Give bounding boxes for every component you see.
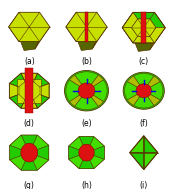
Polygon shape (17, 79, 41, 103)
Polygon shape (154, 12, 165, 28)
Polygon shape (10, 135, 49, 170)
Polygon shape (40, 84, 49, 98)
Polygon shape (70, 91, 86, 106)
Polygon shape (144, 82, 163, 100)
Polygon shape (10, 153, 29, 170)
Polygon shape (144, 76, 160, 91)
Polygon shape (65, 70, 108, 111)
Polygon shape (134, 74, 154, 91)
Polygon shape (125, 82, 144, 100)
Polygon shape (86, 153, 104, 169)
Polygon shape (9, 12, 22, 34)
Polygon shape (70, 75, 86, 91)
Polygon shape (150, 28, 165, 43)
Polygon shape (10, 145, 29, 160)
Polygon shape (144, 136, 158, 153)
Polygon shape (21, 100, 38, 108)
Text: (e): (e) (81, 119, 92, 128)
Polygon shape (132, 19, 156, 36)
Polygon shape (128, 91, 144, 105)
Polygon shape (133, 12, 154, 17)
Polygon shape (35, 27, 50, 49)
Polygon shape (123, 72, 164, 109)
Polygon shape (25, 68, 33, 113)
Polygon shape (86, 146, 104, 159)
Polygon shape (133, 36, 154, 43)
Polygon shape (66, 80, 86, 102)
Polygon shape (9, 73, 25, 87)
Text: (g): (g) (24, 181, 35, 189)
Polygon shape (79, 144, 94, 161)
Polygon shape (66, 27, 97, 50)
Polygon shape (133, 12, 154, 19)
Polygon shape (136, 84, 151, 98)
Polygon shape (69, 146, 86, 159)
Polygon shape (122, 12, 137, 35)
Polygon shape (134, 91, 154, 108)
Polygon shape (29, 145, 49, 160)
Text: (b): (b) (81, 57, 92, 66)
Polygon shape (122, 28, 138, 43)
Polygon shape (130, 136, 144, 153)
Polygon shape (79, 153, 94, 169)
Polygon shape (21, 73, 38, 82)
Polygon shape (86, 75, 103, 91)
Polygon shape (86, 137, 104, 153)
Text: (i): (i) (140, 181, 148, 189)
Text: (d): (d) (24, 119, 35, 128)
Polygon shape (122, 12, 138, 28)
Polygon shape (132, 19, 156, 36)
Polygon shape (69, 137, 86, 153)
Polygon shape (34, 73, 49, 87)
Polygon shape (34, 94, 49, 108)
Polygon shape (128, 76, 144, 91)
Polygon shape (21, 135, 37, 153)
Polygon shape (150, 28, 165, 50)
Polygon shape (66, 12, 80, 34)
Polygon shape (9, 27, 40, 50)
Polygon shape (144, 91, 160, 105)
Polygon shape (21, 143, 38, 162)
Polygon shape (130, 153, 144, 170)
Polygon shape (9, 94, 25, 108)
Polygon shape (79, 137, 94, 153)
Polygon shape (85, 12, 88, 42)
Polygon shape (21, 153, 37, 170)
Polygon shape (10, 135, 29, 153)
Polygon shape (29, 153, 49, 170)
Polygon shape (122, 28, 154, 51)
Polygon shape (29, 135, 49, 153)
Polygon shape (75, 91, 98, 110)
Polygon shape (66, 12, 107, 42)
Polygon shape (86, 91, 103, 106)
Polygon shape (141, 12, 146, 43)
Polygon shape (86, 80, 107, 102)
Polygon shape (150, 12, 165, 28)
Text: (f): (f) (139, 119, 148, 128)
Text: (h): (h) (81, 181, 92, 189)
Polygon shape (75, 72, 98, 91)
Polygon shape (69, 137, 104, 169)
Polygon shape (144, 153, 158, 170)
Text: (c): (c) (139, 57, 149, 66)
Text: (a): (a) (24, 57, 35, 66)
Polygon shape (78, 83, 95, 98)
Polygon shape (9, 12, 50, 42)
Polygon shape (9, 84, 19, 98)
Polygon shape (92, 27, 107, 49)
Polygon shape (69, 153, 86, 169)
